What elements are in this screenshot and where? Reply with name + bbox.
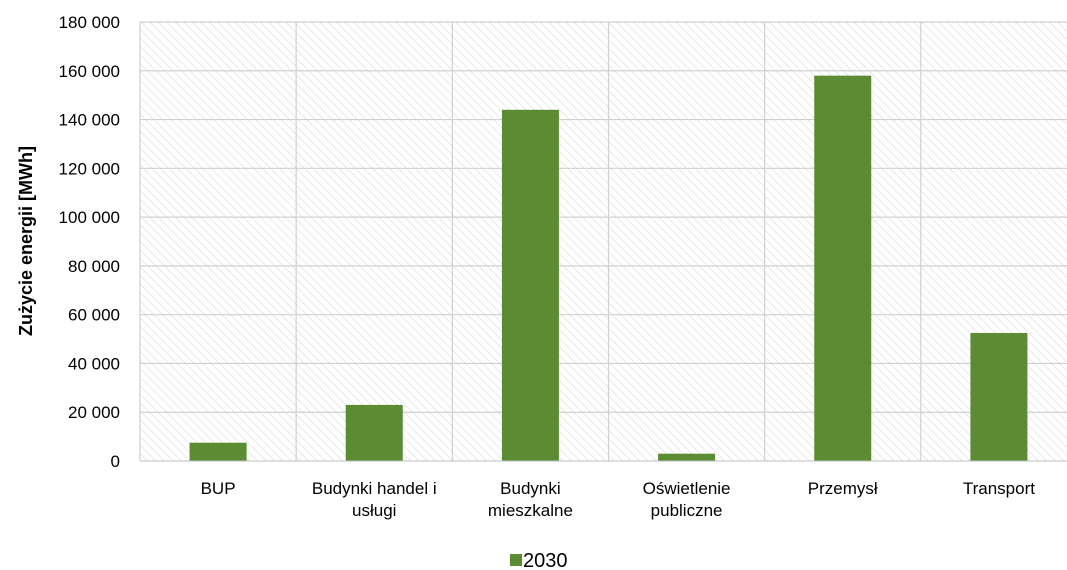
x-tick-label: Przemysł: [808, 479, 878, 498]
y-tick-label: 160 000: [59, 62, 120, 81]
x-tick-label: Oświetlenie publiczne: [643, 479, 731, 520]
gridlines: [139, 21, 1067, 461]
y-tick-label: 140 000: [59, 111, 120, 130]
y-tick-label: 180 000: [59, 13, 120, 32]
bar: [658, 453, 716, 461]
y-tick-label: 60 000: [68, 306, 120, 325]
y-tick-label: 80 000: [68, 257, 120, 276]
y-axis-label: Zużycie energii [MWh]: [16, 146, 36, 336]
x-tick-label: BUP: [201, 479, 236, 498]
x-tick-label: Budynki handel i usługi: [312, 479, 437, 520]
y-tick-label: 40 000: [68, 354, 120, 373]
legend-label: 2030: [523, 550, 568, 570]
bar: [814, 75, 872, 462]
legend: 2030: [510, 550, 568, 570]
bar: [345, 404, 403, 461]
y-tick-label: 20 000: [68, 403, 120, 422]
bar: [970, 332, 1028, 461]
legend-swatch: [510, 554, 522, 566]
x-axis-ticks: BUP Budynki handel i usługi Budynki mieszkal…: [201, 479, 1036, 520]
bar: [501, 109, 559, 462]
y-tick-label: 100 000: [59, 208, 120, 227]
bar: [189, 442, 247, 461]
y-tick-label: 120 000: [59, 159, 120, 178]
plot-area: [140, 22, 1067, 461]
x-tick-label: Budynki mieszkalne: [488, 479, 573, 520]
bars: [189, 75, 1028, 462]
y-tick-label: 0: [111, 452, 120, 471]
y-axis-ticks: 0 20 000 40 000 60 000 80 000 100 000 120 000 1…: [59, 13, 120, 471]
x-tick-label: Transport: [963, 479, 1035, 498]
